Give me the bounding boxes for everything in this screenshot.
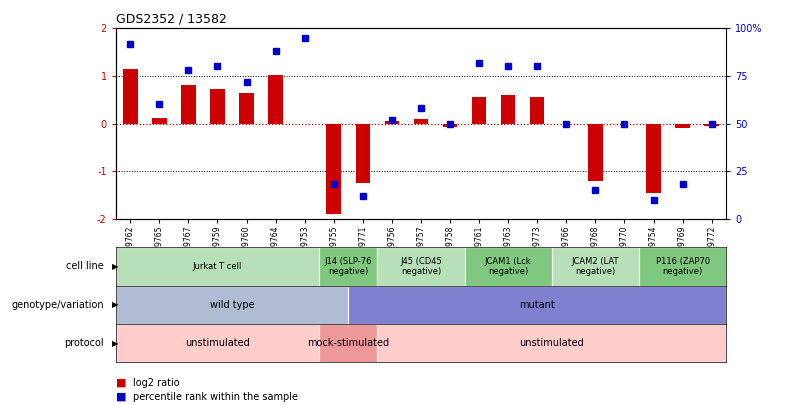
Text: genotype/variation: genotype/variation <box>11 300 104 310</box>
Bar <box>319 247 377 286</box>
Bar <box>319 324 377 362</box>
Bar <box>443 124 457 127</box>
Bar <box>377 247 464 286</box>
Bar <box>181 85 196 124</box>
Text: mock-stimulated: mock-stimulated <box>307 338 389 348</box>
Text: log2 ratio: log2 ratio <box>133 378 180 388</box>
Bar <box>116 286 348 324</box>
Text: ▶: ▶ <box>112 262 118 271</box>
Text: unstimulated: unstimulated <box>185 338 250 348</box>
Text: ▶: ▶ <box>112 339 118 348</box>
Bar <box>646 124 661 192</box>
Bar <box>639 247 726 286</box>
Text: ■: ■ <box>116 392 126 402</box>
Bar <box>210 89 225 124</box>
Text: J14 (SLP-76
negative): J14 (SLP-76 negative) <box>325 257 372 276</box>
Bar <box>377 324 726 362</box>
Bar <box>472 97 486 124</box>
Text: mutant: mutant <box>519 300 555 310</box>
Text: percentile rank within the sample: percentile rank within the sample <box>133 392 298 402</box>
Text: cell line: cell line <box>66 261 104 271</box>
Bar <box>530 97 544 124</box>
Text: protocol: protocol <box>64 338 104 348</box>
Bar <box>348 286 726 324</box>
Bar <box>116 247 319 286</box>
Bar <box>268 75 282 124</box>
Text: Jurkat T cell: Jurkat T cell <box>193 262 242 271</box>
Bar <box>326 124 341 214</box>
Bar <box>588 124 602 181</box>
Bar <box>356 124 370 183</box>
Bar <box>413 119 429 124</box>
Bar <box>464 247 551 286</box>
Bar <box>239 93 254 124</box>
Text: P116 (ZAP70
negative): P116 (ZAP70 negative) <box>655 257 709 276</box>
Bar <box>123 69 137 124</box>
Text: wild type: wild type <box>210 300 255 310</box>
Bar <box>152 118 167 124</box>
Text: JCAM2 (LAT
negative): JCAM2 (LAT negative) <box>571 257 619 276</box>
Bar <box>705 124 719 126</box>
Bar <box>501 95 516 124</box>
Bar <box>116 324 319 362</box>
Text: GDS2352 / 13582: GDS2352 / 13582 <box>116 13 227 26</box>
Text: ■: ■ <box>116 378 126 388</box>
Text: JCAM1 (Lck
negative): JCAM1 (Lck negative) <box>485 257 531 276</box>
Bar <box>675 124 689 128</box>
Text: unstimulated: unstimulated <box>519 338 584 348</box>
Bar <box>385 121 399 124</box>
Bar <box>551 247 639 286</box>
Text: ▶: ▶ <box>112 300 118 309</box>
Text: J45 (CD45
negative): J45 (CD45 negative) <box>400 257 442 276</box>
